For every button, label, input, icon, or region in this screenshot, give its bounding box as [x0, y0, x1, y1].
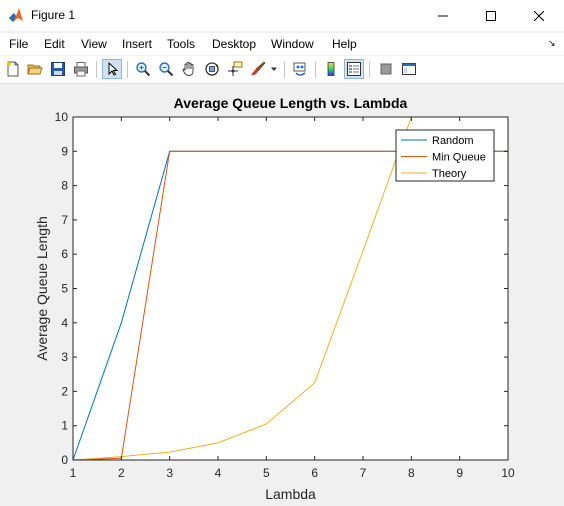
show-plot-tools-icon	[402, 63, 416, 75]
data-cursor-icon	[228, 61, 243, 76]
legend-label: Min Queue	[432, 152, 486, 164]
menu-insert[interactable]: Insert	[122, 37, 153, 51]
figure-canvas[interactable]: 1 2 3 4 5 6 7 8 9 10 0 1 2 3 4 5 6 7 8 9 10 Average Queue L…	[0, 85, 564, 506]
matlab-logo-icon	[9, 8, 23, 22]
x-tick-label: 7	[360, 466, 367, 480]
y-tick-label: 8	[61, 179, 68, 193]
save-icon	[51, 62, 65, 76]
brush-dropdown-button[interactable]	[268, 59, 280, 79]
close-button[interactable]	[516, 0, 562, 31]
window-title: Figure 1	[31, 8, 76, 22]
y-tick-label: 7	[61, 213, 68, 227]
new-figure-icon	[7, 61, 19, 77]
data-cursor-button[interactable]	[225, 59, 245, 79]
pan-button[interactable]	[179, 59, 199, 79]
y-tick-label: 5	[61, 282, 68, 296]
zoom-in-icon	[136, 62, 151, 77]
x-axis-label: Lambda	[265, 486, 316, 502]
brush-icon	[251, 61, 266, 76]
zoom-in-button[interactable]	[133, 59, 153, 79]
rotate-3d-button[interactable]	[202, 59, 222, 79]
y-tick-label: 9	[61, 144, 68, 158]
x-tick-label: 8	[408, 466, 415, 480]
pan-hand-icon	[182, 62, 194, 76]
insert-colorbar-button[interactable]	[321, 59, 341, 79]
menu-view[interactable]: View	[81, 37, 107, 51]
toolbar-separator	[369, 61, 370, 78]
y-tick-label: 10	[55, 110, 69, 124]
toolbar-separator	[284, 61, 285, 78]
y-tick-label: 4	[61, 316, 68, 330]
hide-plot-tools-button[interactable]	[376, 59, 396, 79]
toolbar-separator	[96, 61, 97, 78]
x-tick-label: 10	[501, 466, 515, 480]
menu-tools[interactable]: Tools	[167, 37, 196, 51]
legend-label: Random	[432, 135, 474, 147]
figure-toolbar	[0, 56, 564, 84]
y-tick-label: 6	[61, 247, 68, 261]
y-tick-label: 2	[61, 384, 68, 398]
menu-bar: File Edit View Insert Tools Desktop Wind…	[0, 33, 564, 55]
toolbar-separator	[315, 61, 316, 78]
x-tick-label: 1	[70, 466, 77, 480]
insert-legend-icon	[347, 62, 361, 76]
x-tick-label: 4	[215, 466, 222, 480]
y-tick-label: 3	[61, 350, 68, 364]
toolbar-separator	[127, 61, 128, 78]
y-tick-label: 1	[61, 419, 68, 433]
y-axis-label: Average Queue Length	[34, 216, 50, 361]
minimize-button[interactable]	[420, 0, 466, 31]
chart-title: Average Queue Length vs. Lambda	[174, 95, 408, 111]
maximize-button[interactable]	[468, 0, 514, 31]
maximize-icon	[486, 10, 496, 21]
minimize-icon	[438, 15, 448, 16]
save-button[interactable]	[48, 59, 68, 79]
open-file-button[interactable]	[25, 59, 45, 79]
new-figure-button[interactable]	[3, 59, 23, 79]
rotate-3d-icon	[205, 62, 219, 76]
x-tick-label: 5	[263, 466, 270, 480]
x-tick-label: 6	[311, 466, 318, 480]
x-tick-label: 9	[456, 466, 463, 480]
chevron-down-icon	[271, 67, 277, 71]
print-button[interactable]	[71, 59, 91, 79]
menu-help[interactable]: Help	[332, 37, 357, 51]
insert-colorbar-icon	[327, 62, 335, 76]
menu-window[interactable]: Window	[271, 37, 314, 51]
zoom-out-button[interactable]	[156, 59, 176, 79]
window-titlebar: Figure 1	[0, 0, 564, 31]
x-tick-label: 2	[118, 466, 125, 480]
show-plot-tools-button[interactable]	[399, 59, 419, 79]
link-plot-icon	[293, 62, 306, 76]
edit-plot-arrow-icon	[108, 61, 119, 76]
menu-file[interactable]: File	[9, 37, 29, 51]
menu-desktop[interactable]: Desktop	[212, 37, 257, 51]
print-icon	[74, 62, 88, 77]
edit-plot-button[interactable]	[102, 59, 122, 79]
y-tick-label: 0	[61, 453, 68, 467]
legend-label: Theory	[432, 168, 467, 180]
brush-button[interactable]	[248, 59, 268, 79]
hide-plot-tools-icon	[380, 63, 392, 75]
close-icon	[534, 10, 544, 21]
zoom-out-icon	[159, 62, 174, 77]
x-tick-label: 3	[166, 466, 173, 480]
menu-edit[interactable]: Edit	[44, 37, 65, 51]
dock-figure-icon[interactable]: ↘	[548, 38, 556, 48]
link-plot-button[interactable]	[290, 59, 310, 79]
insert-legend-button[interactable]	[344, 59, 364, 79]
legend[interactable]: Random Min Queue Theory	[395, 129, 495, 182]
open-file-icon	[27, 64, 43, 75]
